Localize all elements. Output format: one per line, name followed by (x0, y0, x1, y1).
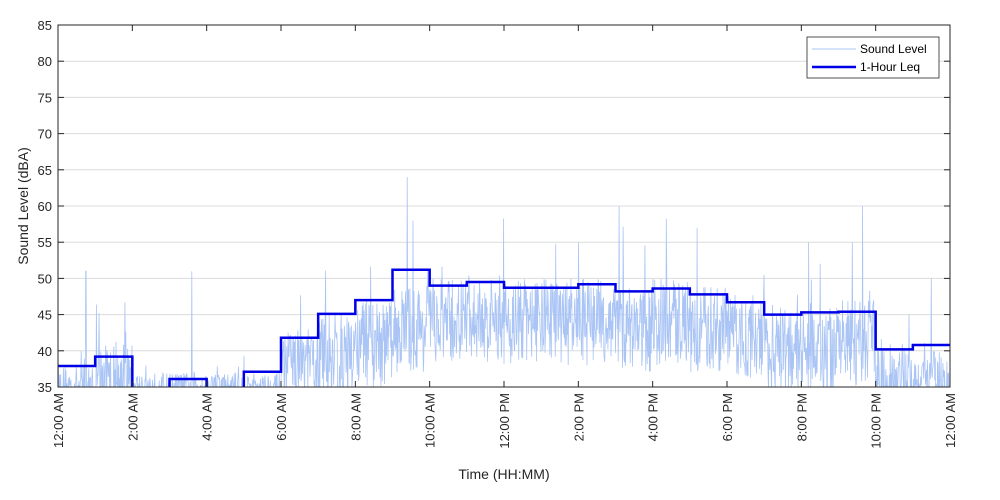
y-tick-label: 80 (38, 54, 52, 69)
y-tick-label: 50 (38, 271, 52, 286)
x-tick-label: 4:00 PM (646, 393, 661, 441)
x-tick-label: 2:00 AM (125, 393, 140, 441)
x-axis-title: Time (HH:MM) (458, 466, 549, 482)
legend-label-1-hour-leq: 1-Hour Leq (860, 60, 920, 74)
x-tick-label: 8:00 PM (794, 393, 809, 441)
data-series (58, 176, 950, 387)
y-tick-label: 55 (38, 235, 52, 250)
y-tick-label: 60 (38, 199, 52, 214)
legend: Sound Level 1-Hour Leq (806, 36, 940, 79)
x-tick-label: 2:00 PM (571, 393, 586, 441)
x-tick-label: 12:00 PM (497, 393, 512, 449)
x-tick-labels: 12:00 AM 2:00 AM 4:00 AM 6:00 AM 8:00 AM 10:0… (51, 393, 958, 449)
y-tick-labels: 35 40 45 50 55 60 65 70 75 80 85 (38, 18, 52, 395)
axis-ticks (57, 24, 951, 388)
y-tick-label: 85 (38, 18, 52, 33)
x-tick-label: 10:00 AM (423, 393, 438, 448)
x-tick-label: 6:00 AM (274, 393, 289, 441)
y-tick-label: 70 (38, 127, 52, 142)
y-tick-label: 45 (38, 308, 52, 323)
legend-label-sound-level: Sound Level (860, 42, 927, 56)
x-tick-label: 6:00 PM (720, 393, 735, 441)
y-tick-label: 65 (38, 163, 52, 178)
legend-box (806, 36, 940, 79)
x-tick-label: 12:00 AM (51, 393, 66, 448)
x-tick-label: 4:00 AM (200, 393, 215, 441)
y-tick-label: 40 (38, 344, 52, 359)
y-axis-title: Sound Level (dBA) (15, 147, 31, 265)
leq-step-line (58, 268, 950, 387)
sound-level-line (58, 176, 950, 387)
x-tick-label: 10:00 PM (869, 393, 884, 449)
x-tick-label: 8:00 AM (348, 393, 363, 441)
y-tick-label: 75 (38, 90, 52, 105)
y-tick-label: 35 (38, 380, 52, 395)
x-tick-label: 12:00 AM (943, 393, 958, 448)
